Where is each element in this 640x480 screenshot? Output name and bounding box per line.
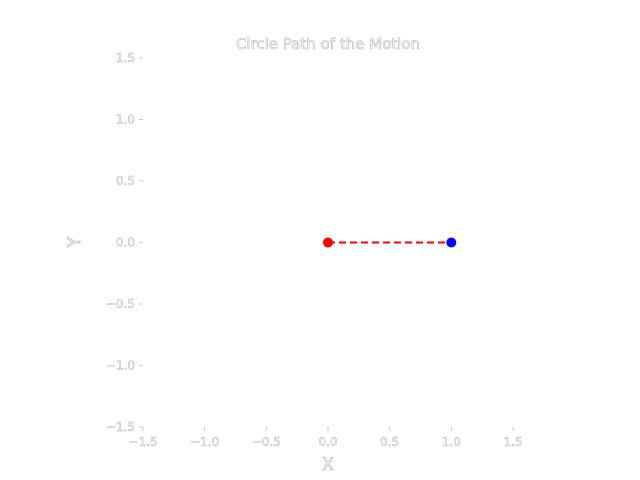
- x-tick-label: 0.0: [318, 435, 337, 449]
- x-axis-label: X: [322, 455, 334, 475]
- x-tick-label: −1.0: [190, 435, 219, 449]
- x-tick-label: −1.5: [128, 435, 157, 449]
- chart-title: Circle Path of the Motion: [236, 35, 420, 53]
- y-tick-label: 1.0: [116, 113, 135, 127]
- x-tick-label: 1.0: [442, 435, 461, 449]
- y-tick-label: −1.0: [106, 359, 135, 373]
- y-tick-label: −0.5: [106, 297, 135, 311]
- axis-ticks: [139, 57, 514, 431]
- y-tick-label: −1.5: [106, 420, 135, 434]
- x-tick-label: −0.5: [252, 435, 281, 449]
- y-tick-label: 1.5: [116, 51, 135, 65]
- x-tick-label: 0.5: [380, 435, 399, 449]
- moving-point: [446, 237, 457, 248]
- y-axis-label: Y: [65, 236, 85, 248]
- y-tick-label: 0.0: [116, 236, 135, 250]
- center-point: [323, 237, 333, 248]
- y-tick-label: 0.5: [116, 174, 135, 188]
- axis-tick-labels: −1.5 −1.0 −0.5 0.0 0.5 1.0 1.5 1.5 1.0 0.5 0.0 −0.5…: [106, 51, 523, 450]
- plot-area: [323, 237, 457, 248]
- x-tick-label: 1.5: [503, 435, 522, 449]
